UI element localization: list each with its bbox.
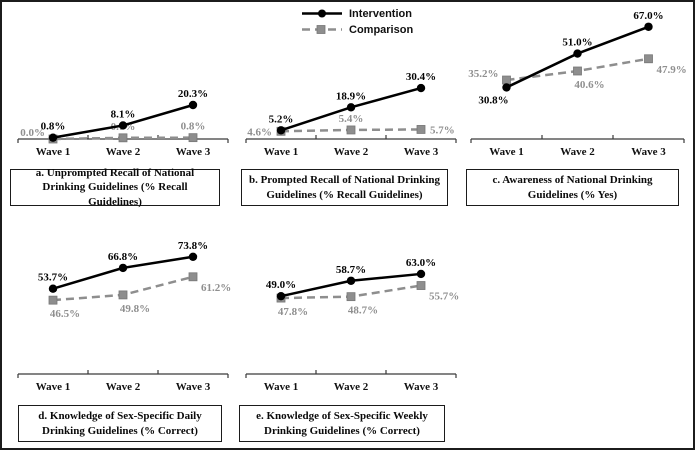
- intervention-point: [346, 276, 356, 285]
- chart-legend: Intervention Comparison: [300, 7, 413, 39]
- intervention-point: [276, 291, 286, 301]
- intervention-point: [416, 83, 426, 93]
- data-label: 49.8%: [120, 303, 150, 315]
- caption-panel-c: c. Awareness of National Drinking Guidel…: [466, 169, 679, 206]
- intervention-point: [416, 269, 426, 279]
- comparison-point: [573, 66, 582, 76]
- comparison-point: [416, 281, 426, 290]
- caption-text: c. Awareness of National Drinking Guidel…: [492, 174, 653, 201]
- comparison-point: [188, 272, 198, 282]
- intervention-point: [118, 263, 128, 273]
- data-label: 53.7%: [38, 272, 68, 284]
- data-label: 46.5%: [50, 308, 80, 320]
- intervention-point: [188, 252, 198, 261]
- x-tick-label: Wave 3: [176, 146, 211, 158]
- x-tick-label: Wave 2: [106, 146, 141, 158]
- data-label: 8.1%: [111, 108, 136, 120]
- intervention-point: [188, 100, 198, 110]
- comparison-dash-square-icon: [302, 25, 342, 34]
- legend-item-intervention: Intervention: [300, 7, 413, 20]
- chart-panel-d: Wave 1 Wave 2 Wave 3 46.5% 49.8% 61.2% 53.7% 66…: [17, 240, 231, 393]
- caption-panel-b: b. Prompted Recall of National Drinking …: [241, 169, 448, 206]
- data-label: 30.4%: [406, 71, 436, 83]
- intervention-point: [118, 121, 128, 130]
- intervention-point: [573, 49, 582, 58]
- x-tick-label: Wave 1: [36, 146, 71, 158]
- chart-panel-e: Wave 1 Wave 2 Wave 3 47.8% 48.7% 55.7% 49.0% 58…: [245, 257, 459, 393]
- data-label: 0.8%: [181, 121, 206, 133]
- comparison-point: [48, 295, 58, 305]
- data-label: 47.9%: [657, 64, 687, 76]
- data-label: 5.2%: [269, 113, 294, 125]
- data-label: 48.7%: [348, 305, 378, 317]
- data-label: 0.0%: [20, 127, 45, 139]
- caption-panel-e: e. Knowledge of Sex-Specific Weekly Drin…: [239, 405, 445, 442]
- caption-panel-a: a. Unprompted Recall of National Drinkin…: [10, 167, 220, 208]
- legend-item-comparison: Comparison: [300, 23, 413, 36]
- legend-label-comparison: Comparison: [349, 23, 414, 36]
- chart-panel-c: Wave 1 Wave 2 Wave 3 35.2% 40.6% 47.9% 30.8% 51…: [468, 10, 687, 158]
- comparison-point: [502, 75, 511, 85]
- intervention-point: [48, 133, 58, 142]
- comparison-point: [346, 125, 356, 135]
- data-label: 61.2%: [201, 282, 231, 294]
- comparison-point: [416, 125, 426, 134]
- comparison-point: [644, 54, 653, 64]
- x-tick-label: Wave 2: [560, 146, 595, 158]
- data-label: 5.7%: [430, 124, 455, 136]
- data-label: 73.8%: [178, 240, 208, 252]
- x-tick-label: Wave 1: [264, 381, 299, 393]
- caption-text: b. Prompted Recall of National Drinking …: [248, 174, 441, 201]
- comparison-point: [118, 133, 128, 143]
- data-label: 63.0%: [406, 257, 436, 269]
- data-label: 0.8%: [41, 121, 66, 133]
- x-tick-label: Wave 3: [176, 381, 211, 393]
- caption-text: e. Knowledge of Sex-Specific Weekly Drin…: [256, 410, 428, 437]
- data-label: 4.6%: [247, 126, 272, 138]
- data-label: 5.4%: [339, 113, 364, 125]
- data-label: 55.7%: [429, 291, 459, 303]
- intervention-point: [48, 284, 58, 293]
- x-tick-label: Wave 2: [334, 381, 369, 393]
- data-label: 51.0%: [562, 37, 592, 49]
- x-tick-label: Wave 2: [106, 381, 141, 393]
- chart-panel-b: Wave 1 Wave 2 Wave 3 4.6% 5.4% 5.7% 5.2% 18.9% 3…: [245, 71, 457, 158]
- caption-text: d. Knowledge of Sex-Specific Daily Drink…: [38, 410, 202, 437]
- x-tick-label: Wave 1: [36, 381, 71, 393]
- x-tick-label: Wave 2: [334, 146, 369, 158]
- legend-label-intervention: Intervention: [349, 7, 412, 20]
- intervention-point: [276, 126, 286, 135]
- x-tick-label: Wave 3: [404, 381, 439, 393]
- data-label: 49.0%: [266, 279, 296, 291]
- data-label: 18.9%: [336, 90, 366, 102]
- intervention-point: [644, 22, 653, 31]
- data-label: 47.8%: [278, 306, 308, 318]
- x-tick-label: Wave 3: [631, 146, 666, 158]
- comparison-point: [188, 133, 198, 143]
- caption-text: a. Unprompted Recall of National Drinkin…: [35, 167, 195, 208]
- comparison-point: [346, 292, 356, 302]
- x-tick-label: Wave 1: [489, 146, 524, 158]
- data-label: 58.7%: [336, 264, 366, 276]
- data-label: 67.0%: [633, 10, 663, 22]
- intervention-point: [502, 83, 511, 92]
- data-label: 35.2%: [468, 68, 498, 80]
- data-label: 30.8%: [478, 94, 508, 106]
- data-label: 66.8%: [108, 251, 138, 263]
- data-label: 20.3%: [178, 88, 208, 100]
- caption-panel-d: d. Knowledge of Sex-Specific Daily Drink…: [18, 405, 222, 442]
- data-label: 40.6%: [574, 79, 604, 91]
- intervention-point: [346, 103, 356, 112]
- x-tick-label: Wave 3: [404, 146, 439, 158]
- comparison-point: [118, 290, 128, 300]
- x-tick-label: Wave 1: [264, 146, 299, 158]
- intervention-line-circle-icon: [302, 9, 342, 18]
